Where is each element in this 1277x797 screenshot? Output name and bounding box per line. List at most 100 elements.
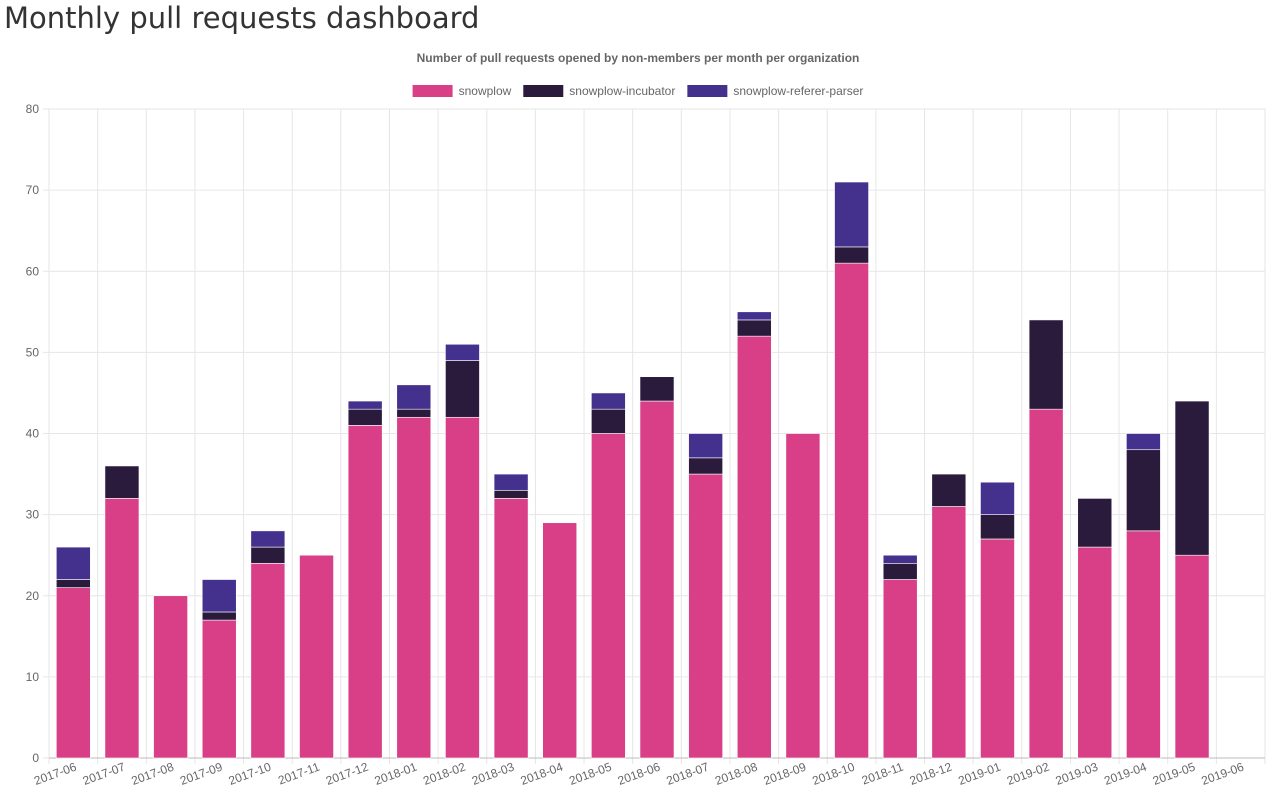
bar-snowplow-incubator	[688, 457, 723, 475]
bar-snowplow-referer-parser	[493, 473, 529, 491]
bar-snowplow-incubator	[55, 579, 91, 588]
bar-snowplow	[1077, 546, 1113, 759]
y-tick-label: 70	[26, 183, 40, 197]
bar-snowplow	[396, 416, 432, 759]
bar-snowplow	[445, 416, 480, 759]
bar-snowplow-incubator	[834, 246, 869, 264]
bar-snowplow	[591, 433, 626, 759]
bar-snowplow-incubator	[1077, 498, 1113, 548]
bar-snowplow	[201, 619, 237, 759]
page-title: Monthly pull requests dashboard	[4, 1, 480, 35]
bar-snowplow	[980, 538, 1015, 759]
bar-snowplow-incubator	[1174, 400, 1210, 556]
y-tick-label: 40	[26, 427, 40, 441]
legend-swatch-snowplow-referer-parser	[687, 85, 728, 97]
y-tick-label: 60	[26, 264, 40, 278]
bar-snowplow	[736, 335, 772, 759]
bar-snowplow	[55, 587, 91, 759]
bar-snowplow	[931, 506, 967, 759]
y-tick-label: 20	[26, 589, 40, 603]
x-tick-label: 2017-08	[129, 760, 175, 788]
x-tick-label: 2018-10	[810, 760, 856, 788]
bar-snowplow	[250, 562, 286, 759]
bar-snowplow	[639, 400, 675, 759]
x-tick-label: 2018-06	[616, 760, 662, 788]
bar-snowplow-incubator	[591, 408, 626, 434]
x-tick-label: 2018-01	[373, 760, 419, 788]
y-tick-label: 0	[32, 751, 39, 765]
x-tick-label: 2017-06	[32, 760, 78, 788]
x-tick-label: 2017-11	[276, 760, 322, 788]
bar-snowplow-incubator	[1126, 449, 1161, 532]
bar-snowplow-incubator	[201, 611, 237, 621]
bar-snowplow-incubator	[931, 473, 967, 507]
x-tick-label: 2018-08	[713, 760, 759, 788]
x-tick-label: 2017-12	[324, 760, 370, 788]
bar-snowplow-referer-parser	[55, 546, 91, 580]
bar-snowplow	[347, 425, 383, 759]
bar-snowplow-incubator	[104, 465, 140, 499]
bar-snowplow-referer-parser	[980, 481, 1015, 515]
x-tick-label: 2018-11	[860, 760, 906, 788]
bar-snowplow-incubator	[639, 376, 675, 402]
bar-snowplow	[882, 579, 918, 759]
x-tick-label: 2019-06	[1200, 760, 1246, 788]
bar-snowplow	[785, 433, 821, 759]
bar-snowplow	[1174, 554, 1210, 759]
bar-snowplow-referer-parser	[396, 384, 432, 410]
bar-snowplow	[542, 522, 578, 759]
x-tick-label: 2019-02	[1005, 760, 1051, 788]
bar-snowplow	[1028, 408, 1064, 759]
bars	[55, 181, 1210, 759]
bar-snowplow-incubator	[250, 546, 286, 564]
bar-snowplow-referer-parser	[445, 343, 480, 361]
legend-label: snowplow	[459, 84, 512, 98]
y-tick-label: 50	[26, 345, 40, 359]
bar-snowplow	[1126, 530, 1161, 759]
bar-snowplow	[688, 473, 723, 759]
bar-snowplow-referer-parser	[591, 392, 626, 410]
bar-snowplow-incubator	[882, 562, 918, 580]
bar-snowplow-referer-parser	[882, 554, 918, 564]
bar-snowplow-referer-parser	[201, 579, 237, 613]
bar-snowplow	[104, 498, 140, 759]
x-tick-label: 2017-10	[227, 760, 273, 788]
bar-snowplow-incubator	[1028, 319, 1064, 410]
x-tick-label: 2018-07	[664, 760, 710, 788]
bar-snowplow-incubator	[736, 319, 772, 337]
legend-swatch-snowplow	[412, 85, 453, 97]
bar-snowplow	[493, 498, 529, 759]
x-tick-label: 2018-12	[908, 760, 954, 788]
bar-snowplow-referer-parser	[736, 311, 772, 321]
x-tick-label: 2017-07	[81, 760, 127, 788]
bar-snowplow-incubator	[347, 408, 383, 426]
legend-label: snowplow-incubator	[569, 84, 675, 98]
y-tick-label: 10	[26, 670, 40, 684]
bar-snowplow-referer-parser	[834, 181, 869, 248]
legend[interactable]: snowplow snowplow-incubator snowplow-refer…	[412, 84, 864, 98]
bar-snowplow-incubator	[980, 514, 1015, 540]
y-tick-label: 80	[26, 102, 40, 116]
x-tick-label: 2018-09	[762, 760, 808, 788]
bar-snowplow-incubator	[396, 408, 432, 418]
bar-snowplow	[153, 595, 188, 759]
legend-label: snowplow-referer-parser	[733, 84, 863, 98]
x-tick-label: 2018-03	[470, 760, 516, 788]
legend-swatch-snowplow-incubator	[523, 85, 564, 97]
x-tick-label: 2017-09	[178, 760, 224, 788]
x-tick-label: 2018-04	[519, 760, 565, 788]
bar-snowplow	[834, 262, 869, 759]
bar-snowplow-referer-parser	[688, 433, 723, 459]
chart-title: Number of pull requests opened by non-me…	[417, 51, 860, 65]
x-tick-label: 2018-02	[421, 760, 467, 788]
x-tick-label: 2019-05	[1151, 760, 1197, 788]
bar-snowplow-referer-parser	[250, 530, 286, 548]
y-tick-label: 30	[26, 508, 40, 522]
bar-snowplow-incubator	[493, 489, 529, 499]
x-tick-label: 2019-04	[1102, 760, 1148, 788]
bar-snowplow-incubator	[445, 360, 480, 418]
x-tick-label: 2018-05	[567, 760, 613, 788]
x-tick-label: 2019-01	[956, 760, 1002, 788]
x-tick-label: 2019-03	[1054, 760, 1100, 788]
